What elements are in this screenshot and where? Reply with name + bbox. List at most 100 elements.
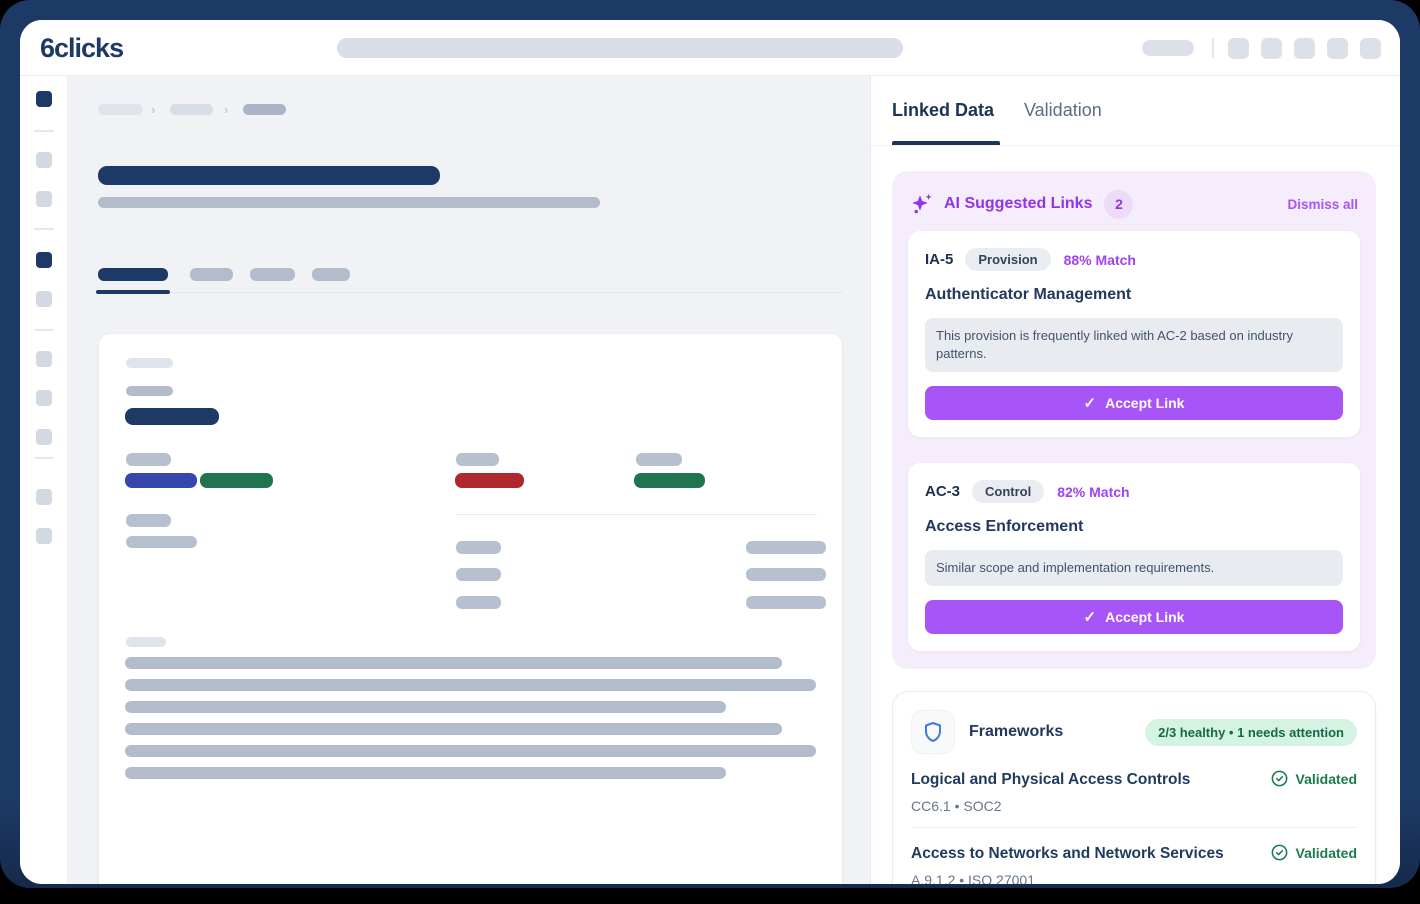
skeleton-line bbox=[126, 386, 173, 396]
check-circle-icon bbox=[1271, 770, 1287, 787]
suggestion-description: This provision is frequently linked with… bbox=[925, 318, 1343, 372]
breadcrumb-chevron-icon: › bbox=[224, 102, 229, 117]
framework-meta: CC6.1 • SOC2 bbox=[911, 798, 1002, 814]
skeleton-field-value bbox=[746, 568, 826, 581]
main-tab-4[interactable] bbox=[312, 268, 350, 281]
sparkles-icon bbox=[912, 193, 932, 214]
framework-meta: A.9.1.2 • ISO 27001 bbox=[911, 872, 1035, 884]
topbar-icon-3[interactable] bbox=[1294, 38, 1315, 59]
skeleton-bar-green bbox=[634, 473, 705, 488]
validation-status: Validated bbox=[1295, 770, 1357, 787]
search-input[interactable] bbox=[337, 38, 903, 58]
suggestion-description: Similar scope and implementation require… bbox=[925, 550, 1343, 586]
sidebar-item-10[interactable] bbox=[36, 528, 52, 544]
match-percentage: 88% Match bbox=[1063, 251, 1136, 268]
skeleton-paragraph-line bbox=[125, 679, 816, 691]
ai-section-title: AI Suggested Links bbox=[944, 195, 1093, 212]
sidebar-item-2[interactable] bbox=[36, 152, 52, 168]
skeleton-label bbox=[126, 514, 171, 527]
skeleton-value-dark bbox=[125, 408, 219, 425]
left-sidebar bbox=[20, 76, 68, 884]
skeleton-field-label bbox=[456, 568, 501, 581]
suggestion-title: Authenticator Management bbox=[925, 286, 1132, 303]
topbar-pill-placeholder[interactable] bbox=[1142, 40, 1194, 56]
tab-linked-data[interactable]: Linked Data bbox=[892, 100, 995, 120]
skeleton-paragraph-line bbox=[125, 745, 816, 757]
ai-suggestion-card: IA-5 Provision 88% Match Authenticator M… bbox=[908, 231, 1360, 437]
sidebar-divider bbox=[34, 457, 54, 459]
panel-scroll-area[interactable]: AI Suggested Links 2 Dismiss all IA-5 Pr… bbox=[871, 146, 1400, 884]
sidebar-item-4-active[interactable] bbox=[36, 252, 52, 268]
type-chip: Provision bbox=[965, 248, 1051, 271]
main-tab-3[interactable] bbox=[250, 268, 295, 281]
tabs-border bbox=[98, 292, 843, 293]
page-title-skeleton bbox=[98, 166, 440, 185]
match-percentage: 82% Match bbox=[1057, 483, 1130, 500]
validation-status: Validated bbox=[1295, 844, 1357, 861]
topbar-icon-5[interactable] bbox=[1360, 38, 1381, 59]
skeleton-paragraph-line bbox=[125, 657, 782, 669]
accept-link-button[interactable]: ✓ Accept Link bbox=[925, 600, 1343, 634]
check-circle-icon bbox=[1271, 844, 1287, 861]
control-code: AC-3 bbox=[925, 483, 961, 500]
topbar-divider bbox=[1212, 38, 1214, 58]
control-code: IA-5 bbox=[925, 251, 954, 268]
sidebar-divider bbox=[34, 329, 54, 331]
ai-suggestion-card: AC-3 Control 82% Match Access Enforcemen… bbox=[908, 463, 1360, 651]
topbar-icon-4[interactable] bbox=[1327, 38, 1348, 59]
sidebar-divider bbox=[34, 130, 54, 132]
breadcrumb-item-1[interactable] bbox=[98, 104, 143, 115]
breadcrumb-item-2[interactable] bbox=[170, 104, 213, 115]
skeleton-field-value bbox=[746, 596, 826, 609]
sidebar-item-3[interactable] bbox=[36, 191, 52, 207]
accept-link-button[interactable]: ✓ Accept Link bbox=[925, 386, 1343, 420]
framework-row[interactable]: Logical and Physical Access Controls Val… bbox=[911, 754, 1357, 827]
content-card-skeleton bbox=[98, 333, 843, 884]
shield-icon bbox=[925, 722, 941, 742]
sidebar-item-9[interactable] bbox=[36, 489, 52, 505]
app-window: 6clicks bbox=[20, 20, 1400, 884]
panel-tabs: Linked Data Validation bbox=[871, 76, 1400, 146]
frameworks-title: Frameworks bbox=[969, 723, 1064, 740]
right-panel: Linked Data Validation AI Sug bbox=[871, 76, 1400, 884]
skeleton-bar-blue bbox=[125, 473, 197, 488]
check-icon: ✓ bbox=[1083, 609, 1097, 626]
active-tab-underline bbox=[96, 290, 170, 294]
shield-icon-container bbox=[911, 710, 955, 754]
ai-count-badge: 2 bbox=[1104, 189, 1134, 219]
main-tab-1-active[interactable] bbox=[98, 268, 168, 281]
suggestion-title: Access Enforcement bbox=[925, 518, 1084, 535]
topbar-icon-1[interactable] bbox=[1228, 38, 1249, 59]
skeleton-label bbox=[126, 453, 171, 466]
sidebar-item-1-active[interactable] bbox=[36, 91, 52, 107]
framework-name: Access to Networks and Network Services bbox=[911, 845, 1224, 862]
main-tab-2[interactable] bbox=[190, 268, 233, 281]
sidebar-item-7[interactable] bbox=[36, 390, 52, 406]
breadcrumb-chevron-icon: › bbox=[151, 102, 156, 117]
accept-link-label: Accept Link bbox=[1105, 395, 1185, 411]
skeleton-line bbox=[126, 536, 197, 548]
health-status-badge: 2/3 healthy • 1 needs attention bbox=[1145, 718, 1357, 746]
skeleton-bar-green bbox=[200, 473, 273, 488]
check-icon: ✓ bbox=[1083, 395, 1097, 412]
skeleton-label bbox=[456, 453, 499, 466]
top-bar: 6clicks bbox=[20, 20, 1400, 76]
skeleton-paragraph-line bbox=[125, 701, 726, 713]
skeleton-field-value bbox=[746, 541, 826, 554]
active-tab-indicator bbox=[892, 141, 1000, 145]
sidebar-item-5[interactable] bbox=[36, 291, 52, 307]
skeleton-label bbox=[636, 453, 682, 466]
skeleton-line bbox=[126, 358, 173, 368]
page-subtitle-skeleton bbox=[98, 197, 600, 208]
sidebar-item-6[interactable] bbox=[36, 351, 52, 367]
ai-suggested-links-section: AI Suggested Links 2 Dismiss all IA-5 Pr… bbox=[892, 171, 1376, 669]
accept-link-label: Accept Link bbox=[1105, 609, 1185, 625]
framework-row[interactable]: Access to Networks and Network Services … bbox=[911, 827, 1357, 884]
sidebar-item-8[interactable] bbox=[36, 429, 52, 445]
topbar-icon-2[interactable] bbox=[1261, 38, 1282, 59]
tab-validation[interactable]: Validation bbox=[1024, 100, 1102, 120]
skeleton-bar-red bbox=[455, 473, 524, 488]
dismiss-all-link[interactable]: Dismiss all bbox=[1287, 196, 1358, 212]
skeleton-field-label bbox=[456, 541, 501, 554]
